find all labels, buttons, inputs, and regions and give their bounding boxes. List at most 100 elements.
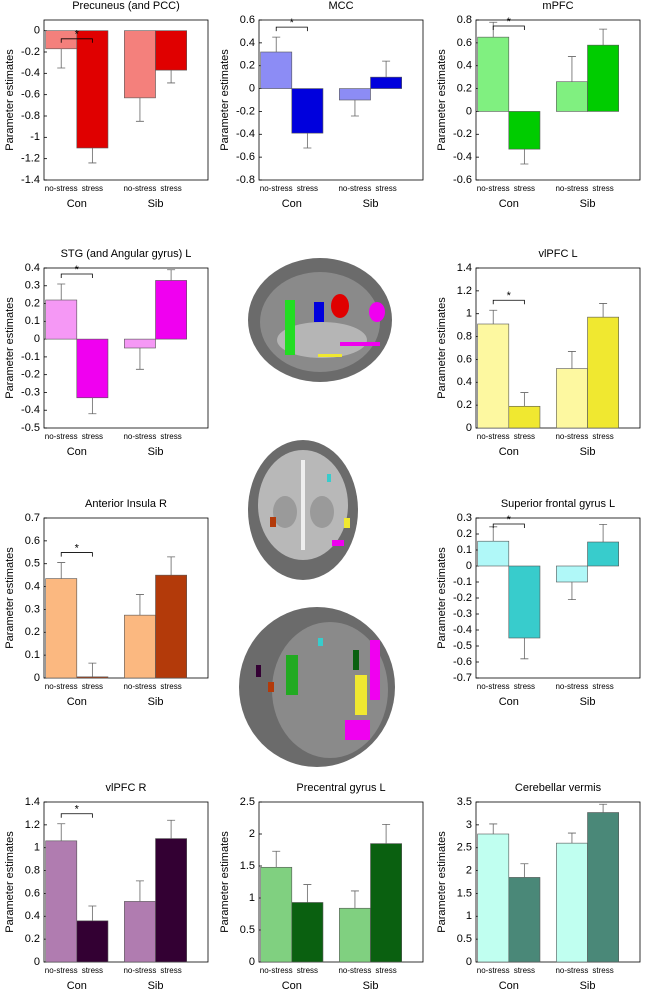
bar (370, 76, 402, 89)
y-tick-label: -0.8 (21, 110, 40, 122)
y-tick-label: -0.2 (21, 46, 40, 58)
condition-label: stress (375, 184, 396, 193)
bar (76, 676, 109, 679)
bar (587, 44, 619, 112)
bar (124, 901, 156, 963)
y-tick-label: -0.8 (236, 174, 255, 186)
error-bar (350, 890, 359, 909)
y-tick-label: -0.2 (453, 592, 472, 604)
error-bar (135, 880, 144, 902)
chart-panel: vlPFC R Parameter estimates 0 0.2 0.4 0.6 0.8 1… (4, 782, 209, 992)
y-tick-label: 3.5 (457, 796, 472, 808)
group-label: Con (499, 446, 519, 458)
error-bar (167, 556, 176, 576)
chart-panel: Cerebellar vermis Parameter estimates 0 0.5… (436, 782, 641, 992)
significance-bracket (492, 25, 525, 30)
condition-label: no-stress (555, 966, 588, 975)
y-tick-label: -0.5 (453, 640, 472, 652)
bar (76, 920, 109, 963)
bar (45, 578, 78, 679)
significance-star: * (507, 16, 512, 28)
bar (508, 877, 541, 963)
bar (556, 81, 588, 112)
significance-bracket (60, 552, 93, 557)
bar (260, 866, 293, 963)
significance-star: * (75, 542, 80, 554)
y-tick-label: -0.6 (21, 89, 40, 101)
bar (291, 88, 324, 134)
y-axis-label: Parameter estimates (219, 831, 231, 933)
condition-label: no-stress (123, 966, 156, 975)
condition-label: stress (592, 432, 613, 441)
y-tick-label: 1.5 (457, 887, 472, 899)
y-tick-label: 0.4 (457, 376, 472, 388)
condition-label: stress (375, 966, 396, 975)
error-bar (567, 351, 576, 369)
condition-label: stress (160, 682, 181, 691)
condition-label: no-stress (45, 682, 78, 691)
significance-star: * (507, 514, 512, 526)
bar (155, 280, 187, 340)
condition-label: no-stress (477, 432, 510, 441)
y-tick-label: -0.1 (453, 576, 472, 588)
significance-bracket (492, 299, 525, 305)
bar (339, 88, 371, 101)
significance-star: * (75, 804, 80, 816)
error-bar (88, 662, 97, 677)
y-tick-label: 1.5 (240, 860, 255, 872)
y-axis-label: Parameter estimates (436, 49, 448, 151)
y-tick-label: 0.2 (25, 933, 40, 945)
condition-label: no-stress (123, 432, 156, 441)
condition-label: no-stress (45, 184, 78, 193)
brain-frontal (239, 607, 395, 767)
chart-title: STG (and Angular gyrus) L (61, 248, 192, 260)
condition-label: no-stress (260, 966, 293, 975)
error-bar (599, 303, 608, 318)
bar (339, 907, 371, 963)
error-bar (489, 309, 498, 324)
y-tick-label: 0.3 (457, 512, 472, 524)
group-label: Con (67, 198, 87, 210)
y-tick-label: 2 (249, 828, 255, 840)
y-tick-label: -0.4 (453, 151, 472, 163)
y-axis-label: Parameter estimates (436, 547, 448, 649)
y-tick-label: 0.8 (457, 330, 472, 342)
error-bar (520, 638, 529, 660)
error-bar (489, 526, 498, 542)
y-tick-label: 0.2 (457, 528, 472, 540)
bar (155, 838, 187, 963)
error-bar (57, 48, 66, 69)
y-tick-label: 0.2 (457, 399, 472, 411)
significance-bracket (275, 26, 308, 32)
bar (45, 840, 78, 963)
error-bar (167, 819, 176, 839)
chart-title: vlPFC R (106, 782, 147, 794)
chart-title: Precentral gyrus L (296, 782, 385, 794)
condition-label: stress (297, 184, 318, 193)
condition-label: stress (514, 432, 535, 441)
y-tick-label: -1 (30, 131, 40, 143)
condition-label: no-stress (477, 184, 510, 193)
y-tick-label: 1.2 (25, 819, 40, 831)
condition-label: no-stress (260, 184, 293, 193)
group-label: Con (282, 198, 302, 210)
bar (76, 338, 109, 399)
y-tick-label: 0.4 (25, 910, 40, 922)
error-bar (520, 392, 529, 407)
chart-title: Anterior Insula R (85, 498, 167, 510)
y-tick-label: 0.6 (25, 535, 40, 547)
error-bar (57, 823, 66, 841)
y-tick-label: 0.4 (240, 37, 255, 49)
bar (477, 36, 510, 112)
y-tick-label: 0 (466, 422, 472, 434)
error-bar (520, 149, 529, 165)
significance-star: * (290, 17, 295, 29)
error-bar (567, 582, 576, 600)
bar (155, 574, 187, 679)
chart-title: Precuneus (and PCC) (72, 0, 180, 12)
bar (477, 540, 510, 567)
y-tick-label: 1.2 (457, 285, 472, 297)
y-tick-label: 0.4 (25, 262, 40, 274)
bar (477, 833, 510, 963)
group-label: Sib (363, 980, 379, 992)
